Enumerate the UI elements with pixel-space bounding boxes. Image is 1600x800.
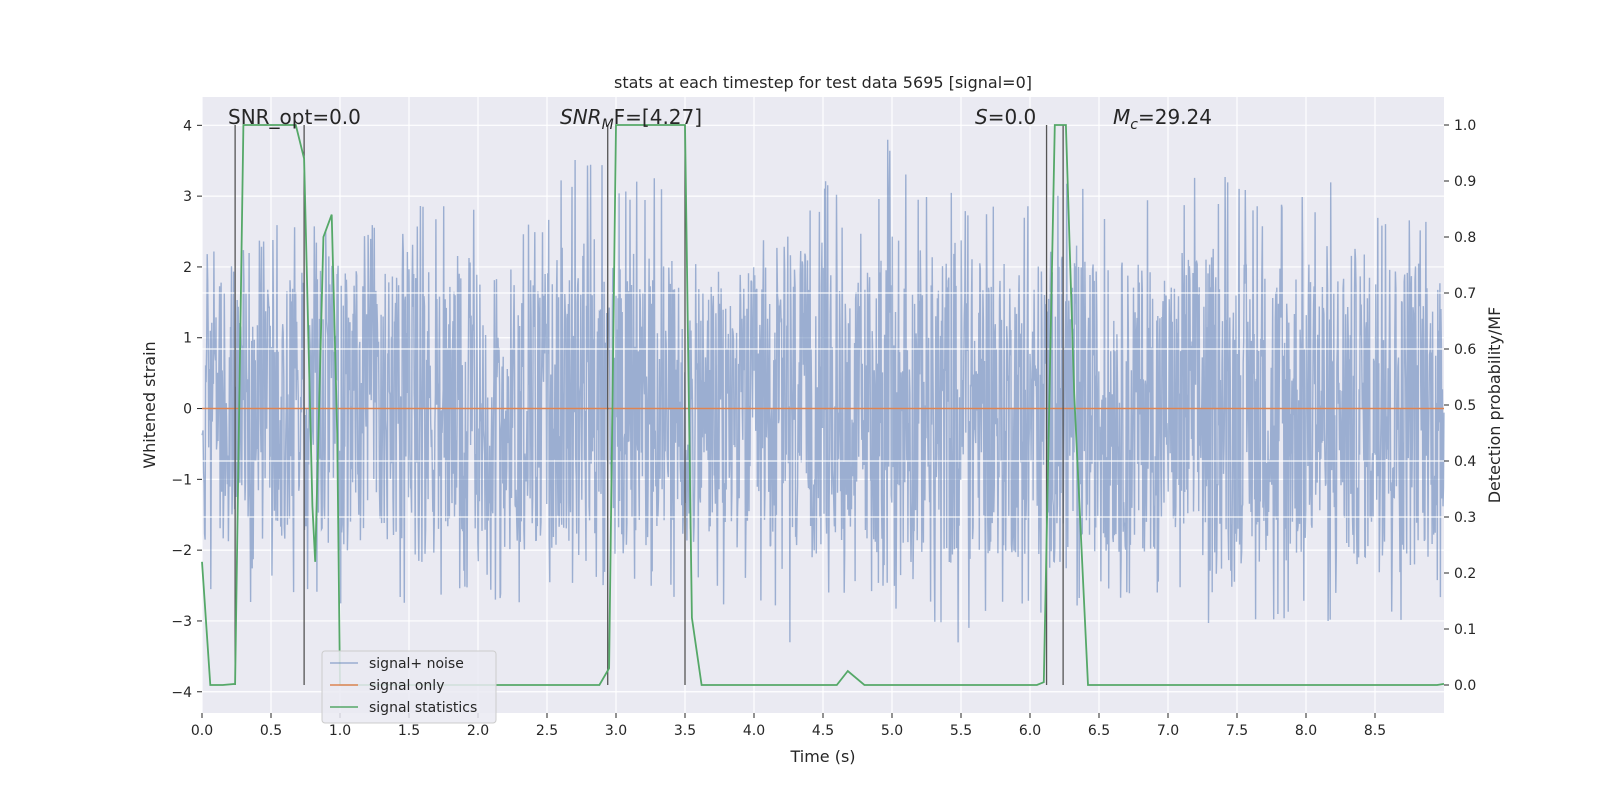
y-tick-label: 0	[183, 402, 192, 418]
x-axis-ticks: 0.0 0.5 1.0 1.5 2.0 2.5 3.0 3.5 4.0 4.5 5.0 5.5 6.0 6…	[191, 713, 1386, 739]
y-tick-label: −4	[171, 685, 192, 701]
x-tick-label: 5.5	[950, 723, 972, 739]
x-tick-label: 6.0	[1019, 723, 1041, 739]
y-tick-label: 3	[183, 189, 192, 205]
chart-title: stats at each timestep for test data 569…	[614, 73, 1032, 92]
y-right-tick-label: 0.8	[1454, 230, 1476, 246]
x-tick-label: 2.5	[536, 723, 558, 739]
y-right-tick-label: 0.2	[1454, 566, 1476, 582]
annotation-snr-mf: SNRMF=[4.27]	[560, 105, 702, 133]
vertical-marker-lines	[234, 125, 1064, 685]
horizontal-reference-lines	[202, 292, 1444, 518]
y-axis-right-label: Detection probability/MF	[1485, 307, 1504, 504]
x-tick-label: 4.0	[743, 723, 765, 739]
x-axis-label: Time (s)	[789, 747, 855, 766]
noise-trace	[201, 139, 1445, 643]
y-tick-label: 1	[183, 331, 192, 347]
mc-rest: =29.24	[1138, 105, 1212, 129]
y-right-tick-label: 0.6	[1454, 342, 1476, 358]
y-tick-label: −2	[171, 543, 192, 559]
y-right-tick-label: 0.4	[1454, 454, 1476, 470]
x-tick-label: 8.0	[1295, 723, 1317, 739]
annotation-mc: Mc=29.24	[1113, 105, 1212, 133]
y-right-tick-label: 0.5	[1454, 398, 1476, 414]
y-tick-label: 4	[183, 118, 192, 134]
y-axis-right-ticks: 0.0 0.1 0.2 0.3 0.4 0.5 0.6 0.7 0.8 0.9 1.0	[1444, 118, 1476, 694]
x-tick-label: 8.5	[1364, 723, 1386, 739]
y-tick-label: −1	[171, 472, 192, 488]
snr-mf-sub: M	[602, 117, 614, 133]
x-tick-label: 0.0	[191, 723, 213, 739]
x-tick-label: 2.0	[467, 723, 489, 739]
y-right-tick-label: 0.7	[1454, 286, 1476, 302]
x-tick-label: 4.5	[812, 723, 834, 739]
x-tick-label: 0.5	[260, 723, 282, 739]
x-tick-label: 1.0	[329, 723, 351, 739]
x-tick-label: 7.0	[1157, 723, 1179, 739]
legend-label-signal-statistics: signal statistics	[369, 700, 477, 716]
legend-box	[321, 650, 497, 724]
y-right-tick-label: 0.1	[1454, 622, 1476, 638]
series-signal-noise	[201, 139, 1445, 643]
s-stat-sym: S	[975, 105, 988, 129]
series-signal-statistics	[201, 124, 1445, 686]
snr-mf-rest: F=[4.27]	[614, 105, 702, 129]
x-tick-label: 3.5	[674, 723, 696, 739]
y-axis-label: Whitened strain	[140, 341, 159, 468]
x-tick-label: 3.0	[605, 723, 627, 739]
legend-label-signal-noise: signal+ noise	[369, 656, 464, 672]
mc-base: M	[1113, 105, 1130, 129]
y-right-tick-label: 0.0	[1454, 678, 1476, 694]
legend-label-signal-only: signal only	[369, 678, 444, 694]
y-axis-ticks: −4 −3 −2 −1 0 1 2 3 4	[171, 118, 202, 701]
s-stat-rest: =0.0	[988, 105, 1037, 129]
annotation-snr-opt: SNR_opt=0.0	[228, 105, 361, 129]
annotation-s-stat: S=0.0	[975, 105, 1036, 129]
legend: signal+ noise signal only signal statist…	[321, 650, 497, 724]
x-tick-label: 1.5	[398, 723, 420, 739]
statistics-line	[201, 124, 1445, 686]
snr-mf-base: SNR	[560, 105, 602, 129]
x-tick-label: 5.0	[881, 723, 903, 739]
y-tick-label: 2	[183, 260, 192, 276]
y-tick-label: −3	[171, 614, 192, 630]
y-right-tick-label: 0.3	[1454, 510, 1476, 526]
mc-sub: c	[1130, 117, 1138, 133]
x-tick-label: 7.5	[1226, 723, 1248, 739]
y-right-tick-label: 0.9	[1454, 174, 1476, 190]
x-tick-label: 6.5	[1088, 723, 1110, 739]
y-right-tick-label: 1.0	[1454, 118, 1476, 134]
